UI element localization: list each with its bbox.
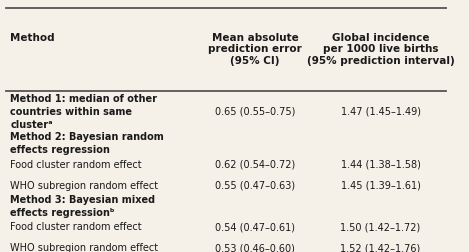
Text: 0.62 (0.54–0.72): 0.62 (0.54–0.72): [215, 160, 295, 170]
Text: Mean absolute
prediction error
(95% CI): Mean absolute prediction error (95% CI): [208, 33, 302, 66]
Text: Food cluster random effect: Food cluster random effect: [10, 160, 142, 170]
Text: 1.50 (1.42–1.72): 1.50 (1.42–1.72): [340, 222, 421, 232]
Text: Method 1: median of other
countries within same
clusterᵃ: Method 1: median of other countries with…: [10, 94, 158, 130]
Text: 1.52 (1.42–1.76): 1.52 (1.42–1.76): [340, 243, 421, 252]
Text: Method: Method: [10, 33, 55, 43]
Text: Method 3: Bayesian mixed
effects regressionᵇ: Method 3: Bayesian mixed effects regress…: [10, 195, 156, 218]
Text: 0.53 (0.46–0.60): 0.53 (0.46–0.60): [215, 243, 295, 252]
Text: 1.47 (1.45–1.49): 1.47 (1.45–1.49): [340, 107, 421, 117]
Text: 0.65 (0.55–0.75): 0.65 (0.55–0.75): [215, 107, 295, 117]
Text: 1.44 (1.38–1.58): 1.44 (1.38–1.58): [340, 160, 421, 170]
Text: 0.54 (0.47–0.61): 0.54 (0.47–0.61): [215, 222, 295, 232]
Text: 0.55 (0.47–0.63): 0.55 (0.47–0.63): [215, 180, 295, 191]
Text: WHO subregion random effect: WHO subregion random effect: [10, 243, 159, 252]
Text: 1.45 (1.39–1.61): 1.45 (1.39–1.61): [340, 180, 421, 191]
Text: Method 2: Bayesian random
effects regression: Method 2: Bayesian random effects regres…: [10, 133, 164, 155]
Text: Food cluster random effect: Food cluster random effect: [10, 222, 142, 232]
Text: WHO subregion random effect: WHO subregion random effect: [10, 180, 159, 191]
Text: Global incidence
per 1000 live births
(95% prediction interval): Global incidence per 1000 live births (9…: [307, 33, 454, 66]
